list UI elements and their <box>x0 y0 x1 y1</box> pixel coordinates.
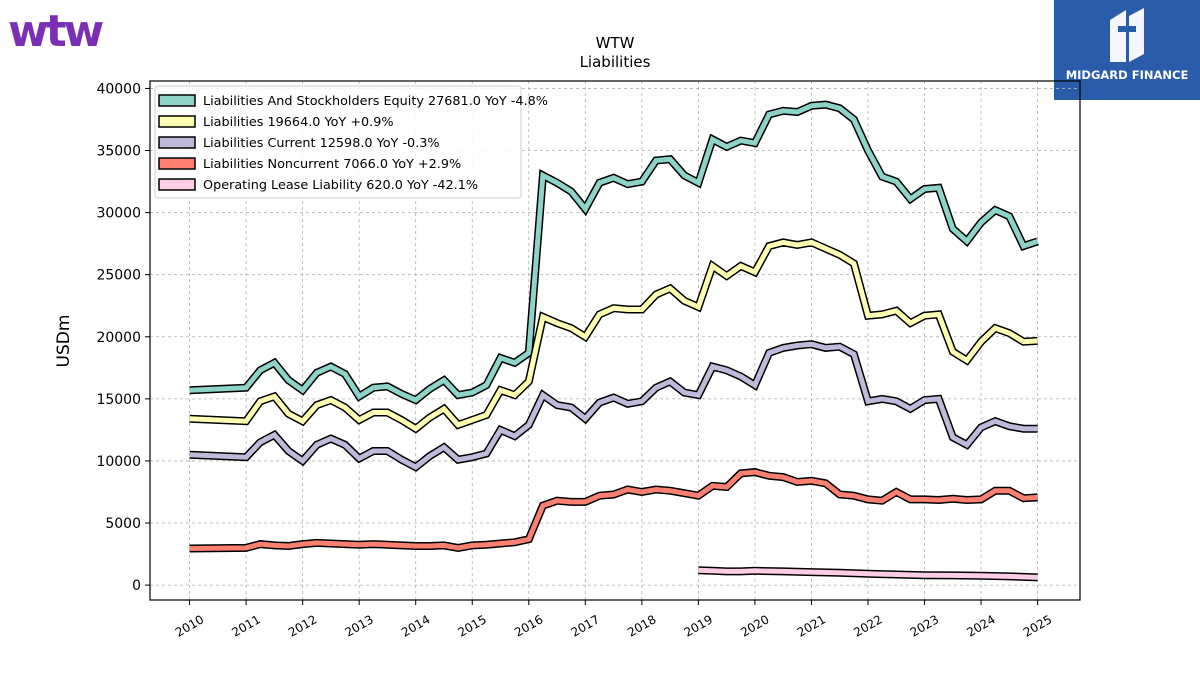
x-tick-label: 2016 <box>512 612 545 639</box>
legend-swatch <box>158 94 196 107</box>
y-tick-label: 40000 <box>96 81 141 97</box>
x-tick-label: 2018 <box>625 612 658 639</box>
wtw-logo-text: wtw <box>8 6 104 57</box>
y-tick-label: 10000 <box>96 454 141 470</box>
chart-title: WTW <box>596 34 635 52</box>
legend-entry: Operating Lease Liability 620.0 YoY -42.… <box>203 178 478 193</box>
plot-frame <box>149 80 1081 601</box>
x-tick-label: 2024 <box>964 612 997 639</box>
x-tick-label: 2025 <box>1021 612 1054 639</box>
legend-swatch <box>158 115 196 128</box>
legend-swatch <box>158 136 196 149</box>
legend-entry: Liabilities Noncurrent 7066.0 YoY +2.9% <box>203 157 461 172</box>
chart-subtitle: Liabilities <box>580 53 651 71</box>
series-line <box>189 102 1039 403</box>
midgard-emblem-icon <box>1110 8 1144 62</box>
x-tick-label: 2015 <box>456 612 489 639</box>
x-tick-label: 2021 <box>795 612 828 639</box>
legend-swatch <box>158 178 196 191</box>
legend-entry: Liabilities Current 12598.0 YoY -0.3% <box>203 136 440 151</box>
series-layer <box>189 100 1039 582</box>
y-tick-label: 20000 <box>96 330 141 346</box>
y-tick-label: 25000 <box>96 268 141 284</box>
x-tick-label: 2022 <box>851 612 884 639</box>
midgard-logo-text: MIDGARD FINANCE <box>1065 68 1189 82</box>
series-line <box>189 239 1038 432</box>
y-tick-label: 35000 <box>96 144 141 160</box>
series-line <box>189 469 1038 551</box>
series-4 <box>698 566 1038 582</box>
x-tick-label: 2011 <box>229 612 262 639</box>
legend: Liabilities And Stockholders Equity 2768… <box>154 85 548 199</box>
legend-box <box>154 85 522 199</box>
x-tick-label: 2020 <box>738 612 771 639</box>
series-3 <box>189 468 1038 553</box>
x-tick-label: 2019 <box>682 612 715 639</box>
series-line <box>189 341 1038 471</box>
midgard-finance-logo: MIDGARD FINANCE <box>1054 0 1200 100</box>
x-tick-label: 2010 <box>173 612 206 639</box>
series-1 <box>189 238 1038 434</box>
x-tick-label: 2012 <box>286 612 319 639</box>
y-axis-label: USDm <box>54 315 74 368</box>
x-tick-label: 2017 <box>569 612 602 639</box>
x-tick-label: 2023 <box>908 612 941 639</box>
y-tick-label: 0 <box>132 578 141 594</box>
y-tick-label: 5000 <box>105 516 141 532</box>
legend-entry: Liabilities And Stockholders Equity 2768… <box>203 94 548 109</box>
x-tick-label: 2014 <box>399 612 432 639</box>
y-tick-label: 30000 <box>96 206 141 222</box>
x-tick-label: 2013 <box>342 612 375 639</box>
legend-swatch <box>158 157 196 170</box>
series-2 <box>189 340 1038 472</box>
series-0 <box>189 100 1039 405</box>
y-tick-label: 15000 <box>96 392 141 408</box>
legend-entry: Liabilities 19664.0 YoY +0.9% <box>203 115 394 130</box>
wtw-logo: wtw <box>8 6 104 57</box>
series-line-outline <box>189 468 1038 553</box>
series-line <box>698 567 1038 580</box>
